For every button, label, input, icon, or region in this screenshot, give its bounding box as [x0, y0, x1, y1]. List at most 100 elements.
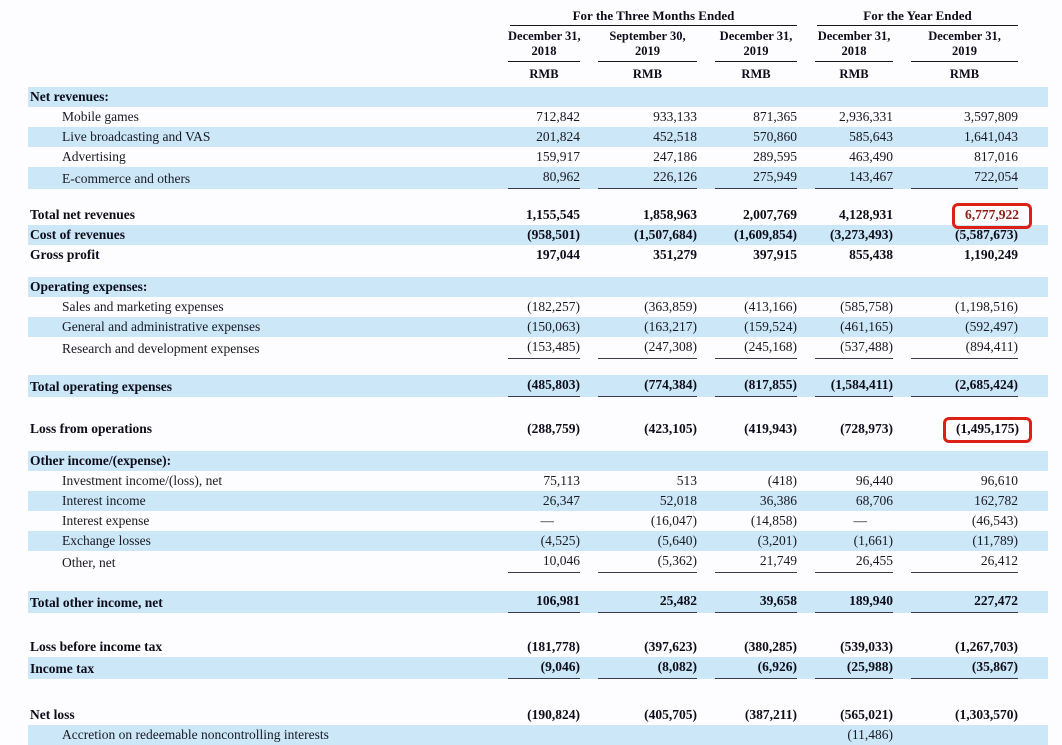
cell: (14,858): [697, 511, 797, 531]
cell-wrap: 226,126: [598, 167, 697, 189]
row-label: Exchange losses: [28, 531, 490, 551]
cell-value: (958,501): [527, 227, 580, 242]
cell: [580, 725, 697, 745]
cell-value: 96,610: [980, 473, 1019, 488]
cell-value: (397,623): [644, 639, 697, 654]
cell: (537,488): [797, 337, 894, 359]
cell-value: (380,285): [744, 639, 798, 654]
cell-wrap: (1,507,684): [598, 225, 697, 245]
cell-value: (9,046): [540, 659, 580, 674]
cell: 871,365: [697, 107, 797, 127]
cell-wrap: (397,623): [598, 637, 697, 657]
cell: (245,168): [697, 337, 798, 359]
cell: (774,384): [580, 375, 697, 397]
cell-wrap: 25,482: [598, 591, 697, 613]
cell: 25,482: [580, 591, 697, 613]
cell-wrap: [715, 725, 797, 745]
cell-value: (817,855): [744, 377, 798, 392]
cell-wrap: (363,859): [598, 297, 697, 317]
cell: (958,501): [490, 225, 580, 245]
currency-label: RMB: [949, 67, 980, 81]
cell: 275,949: [697, 167, 798, 189]
currency-cell: RMB: [490, 62, 580, 87]
currency-cell: RMB: [580, 62, 697, 87]
cell: (1,303,570): [893, 705, 1048, 725]
cell: (8,082): [580, 657, 697, 679]
cell-value: (565,021): [840, 707, 894, 722]
cell-wrap: 817,016: [911, 147, 1018, 167]
table-row: Total net revenues 1,155,545 1,858,963 2,00…: [28, 203, 1048, 229]
cell-wrap: 52,018: [598, 491, 697, 511]
spacer-cell: [28, 613, 1048, 637]
cell-value: 247,186: [653, 149, 697, 164]
cell-wrap: (8,082): [598, 657, 697, 679]
cell: 226,126: [580, 167, 697, 189]
cell-wrap: (461,165): [815, 317, 893, 337]
cell-wrap: 1,858,963: [598, 205, 697, 225]
cell-wrap: 1,190,249: [911, 245, 1018, 265]
row-label: Net loss: [30, 707, 75, 722]
currency-label: RMB: [839, 67, 869, 81]
column-header: September 30, 2019: [598, 26, 697, 62]
cell-wrap: (592,497): [911, 317, 1018, 337]
cell-wrap: (1,198,516): [911, 297, 1018, 317]
cell-value: 68,706: [855, 493, 894, 508]
cell-value: (585,758): [840, 299, 894, 314]
cell: [697, 725, 798, 745]
empty-header-cell: [28, 6, 490, 26]
cell: 855,438: [797, 245, 893, 265]
cell: 1,155,545: [490, 205, 580, 225]
table-row: Loss from operations (288,759) (423,105) (4…: [28, 417, 1048, 443]
cell: [893, 277, 1049, 297]
cell-value: 143,467: [849, 169, 894, 184]
cell-wrap: 855,438: [815, 245, 893, 265]
cell-wrap: (405,705): [598, 705, 697, 725]
cell-wrap: [911, 725, 1018, 745]
cell: (5,640): [580, 531, 697, 551]
row-label: Total net revenues: [30, 207, 136, 222]
cell: (894,411): [893, 337, 1048, 359]
cell: [580, 277, 697, 297]
currency-label: RMB: [632, 67, 663, 81]
cell: [490, 277, 580, 297]
cell: [580, 87, 697, 107]
cell: [490, 451, 580, 471]
cell-value: 397,915: [753, 247, 798, 262]
cell-value: (247,308): [644, 339, 697, 354]
cell-wrap: (728,973): [815, 419, 893, 439]
annotation-red-box: (1,495,175): [943, 417, 1033, 443]
cell: (585,758): [797, 297, 893, 317]
cell-value: 3,597,809: [964, 109, 1019, 124]
table-row: Income tax (9,046) (8,082) (6,926) (25,988) (…: [28, 657, 1049, 679]
cell-value: (14,858): [750, 513, 798, 528]
cell-value: 712,842: [536, 109, 580, 124]
cell-value: 585,643: [849, 129, 894, 144]
cell: 570,860: [697, 127, 798, 147]
cell: —: [797, 511, 893, 531]
table-row: Other, net 10,046 (5,362) 21,749 26,455 26,41…: [28, 551, 1048, 573]
group-header: For the Year Ended: [817, 7, 1019, 26]
cell-wrap: (182,257): [508, 297, 580, 317]
cell-wrap: (419,943): [715, 419, 797, 439]
cell: (11,486): [797, 725, 894, 745]
cell-wrap: (5,362): [598, 551, 697, 573]
cell: (181,778): [490, 637, 580, 657]
cell: 26,412: [893, 551, 1048, 573]
cell: (16,047): [580, 511, 697, 531]
cell: 143,467: [797, 167, 894, 189]
table-row: Advertising 159,917 247,186 289,595 463,490 8…: [28, 147, 1048, 167]
cell: 513: [580, 471, 697, 491]
currency-cell: RMB: [797, 62, 893, 87]
column-header-date: September 30,: [609, 29, 686, 43]
cell: (1,495,175): [893, 417, 1048, 443]
cell-wrap: [815, 451, 893, 471]
cell-wrap: (423,105): [598, 419, 697, 439]
row-label: E-commerce and others: [28, 167, 490, 189]
cell: 26,347: [490, 491, 580, 511]
cell-wrap: 4,128,931: [815, 205, 893, 225]
cell: (1,198,516): [893, 297, 1048, 317]
cell-wrap: (4,525): [508, 531, 580, 551]
cell-wrap: [715, 277, 797, 297]
cell-value: (1,303,570): [955, 707, 1019, 722]
column-header-date: December 31,: [928, 29, 1001, 43]
